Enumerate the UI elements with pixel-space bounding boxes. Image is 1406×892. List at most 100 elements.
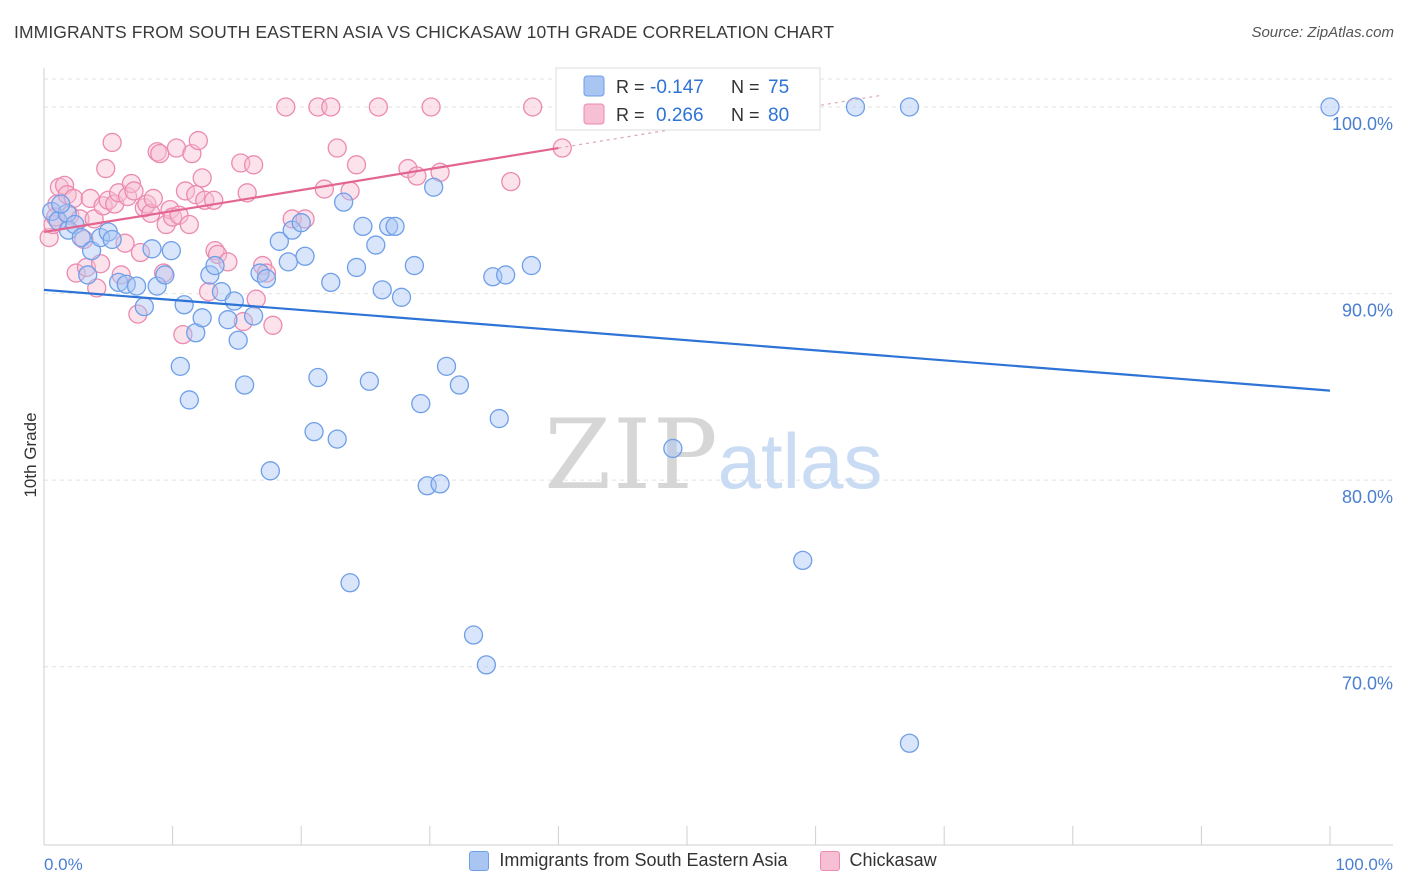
y-axis-label: 10th Grade — [21, 412, 40, 497]
y-tick-labels: 70.0% 80.0% 90.0% 100.0% — [1332, 114, 1393, 694]
sea-point-27 — [218, 310, 238, 330]
stats-n-label-pink: N = — [731, 105, 760, 125]
stats-r-label-blue: R = — [616, 77, 645, 97]
legend-item-sea[interactable]: Immigrants from South Eastern Asia — [469, 850, 788, 871]
sea-point-73 — [1320, 97, 1340, 117]
sea-point-18 — [161, 241, 181, 261]
chickasaw-point-76 — [523, 97, 543, 117]
sea-point-55 — [411, 394, 431, 414]
chickasaw-point-65 — [314, 179, 334, 199]
sea-point-7 — [81, 241, 102, 261]
chickasaw-point-14 — [87, 278, 107, 298]
chickasaw-point-79 — [204, 190, 224, 210]
sea-point-33 — [256, 268, 277, 289]
axes — [43, 68, 1393, 846]
sea-point-64 — [489, 408, 509, 429]
sea-point-26 — [211, 282, 232, 302]
sea-point-65 — [496, 265, 516, 285]
sea-point-69 — [793, 550, 813, 571]
sea-point-57 — [424, 177, 444, 197]
sea-point-60 — [449, 375, 470, 395]
sea-point-15 — [142, 239, 162, 259]
chickasaw-point-19 — [102, 132, 122, 153]
stats-n-value-pink: 80 — [768, 105, 789, 126]
stats-r-value-blue: -0.147 — [650, 77, 704, 98]
sea-point-24 — [200, 265, 220, 285]
chickasaw-point-42 — [175, 181, 196, 201]
sea-point-62 — [476, 655, 497, 675]
chickasaw-point-46 — [188, 130, 208, 151]
chickasaw-point-36 — [156, 214, 176, 235]
chickasaw-point-70 — [368, 97, 389, 117]
chickasaw-point-59 — [256, 263, 277, 283]
watermark-zip: ZIP — [544, 399, 719, 511]
sea-point-30 — [234, 375, 255, 395]
x-tick-label-min: 0.0% — [44, 855, 83, 874]
sea-point-45 — [340, 573, 360, 593]
sea-point-41 — [308, 367, 328, 388]
sea-point-61 — [463, 625, 484, 645]
chickasaw-point-22 — [111, 265, 131, 285]
sea-point-23 — [192, 308, 212, 328]
chickasaw-point-66 — [321, 97, 341, 117]
y-tick-label-100: 100.0% — [1332, 114, 1393, 134]
chickasaw-point-17 — [96, 158, 116, 179]
sea-point-59 — [436, 356, 457, 376]
sea-point-39 — [295, 246, 315, 266]
sea-point-68 — [663, 438, 683, 459]
sea-point-19 — [170, 356, 190, 376]
chickasaw-point-57 — [246, 289, 266, 309]
stats-n-label-blue: N = — [731, 77, 760, 97]
sea-point-58 — [430, 474, 450, 494]
chickasaw-point-15 — [90, 254, 111, 274]
chickasaw-point-75 — [501, 171, 521, 192]
chickasaw-point-69 — [346, 155, 367, 175]
chickasaw-point-56 — [243, 155, 264, 175]
sea-point-34 — [260, 461, 280, 481]
sea-points — [42, 97, 1340, 753]
sea-point-28 — [224, 291, 244, 311]
sea-point-53 — [391, 287, 412, 307]
sea-point-48 — [359, 371, 380, 391]
x-tick-label-max: 100.0% — [1335, 855, 1393, 874]
chickasaw-point-32 — [143, 188, 163, 209]
legend-swatch-blue — [469, 850, 490, 871]
sea-point-31 — [243, 306, 264, 326]
source-label: Source: ZipAtlas.com — [1251, 24, 1394, 41]
sea-point-14 — [134, 296, 154, 317]
sea-point-11 — [108, 272, 129, 293]
y-tick-label-70: 70.0% — [1342, 674, 1393, 694]
sea-point-36 — [278, 252, 298, 272]
sea-point-20 — [174, 295, 194, 315]
chickasaw-point-60 — [263, 315, 283, 335]
y-tick-label-90: 90.0% — [1342, 301, 1393, 321]
sea-point-50 — [372, 280, 392, 300]
legend: Immigrants from South Eastern Asia Chick… — [0, 850, 1406, 871]
stats-swatch-pink — [583, 103, 605, 125]
sea-point-72 — [899, 97, 920, 117]
sea-point-13 — [126, 276, 147, 296]
sea-point-35 — [269, 231, 289, 251]
stats-box: R = -0.147 N = 75 R = 0.266 N = 80 — [555, 67, 821, 131]
sea-point-44 — [333, 192, 354, 212]
chickasaw-point-51 — [207, 244, 228, 265]
sea-point-52 — [385, 216, 405, 237]
stats-swatch-blue — [583, 75, 605, 97]
sea-point-40 — [304, 421, 324, 442]
chickasaw-point-43 — [179, 214, 199, 235]
sea-point-71 — [899, 733, 920, 753]
sea-point-51 — [378, 216, 399, 237]
sea-point-5 — [71, 227, 91, 248]
sea-point-2 — [57, 203, 77, 223]
sea-point-49 — [366, 235, 386, 255]
sea-trend-line — [43, 288, 1331, 392]
chickasaw-point-61 — [276, 97, 296, 117]
watermark-atlas: atlas — [718, 417, 883, 505]
sea-point-42 — [321, 272, 341, 293]
sea-point-46 — [346, 257, 367, 278]
chickasaw-point-73 — [421, 97, 441, 117]
chickasaw-point-47 — [192, 168, 212, 188]
sea-point-6 — [78, 265, 98, 285]
sea-point-21 — [179, 390, 199, 410]
legend-item-chickasaw[interactable]: Chickasaw — [819, 850, 937, 871]
